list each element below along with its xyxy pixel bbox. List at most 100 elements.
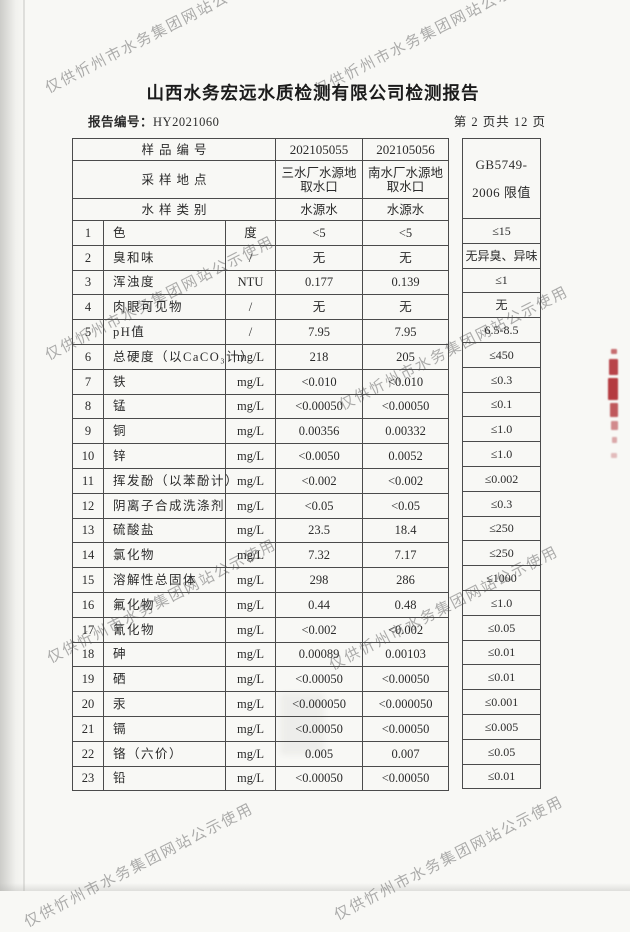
sample1-value-cell: 0.005 [275, 740, 364, 767]
sample1-value-cell: <0.0050 [275, 443, 364, 469]
sample1-value-cell: <0.000050 [275, 691, 364, 717]
sample1-value-cell: 7.95 [275, 319, 364, 345]
limit-row: ≤0.05 [462, 738, 541, 765]
row-number-cell: 16 [72, 591, 104, 618]
report-number-label: 报告编号： [88, 115, 154, 129]
unit-cell: mg/L [224, 443, 277, 469]
unit-cell: / [224, 244, 277, 271]
sample-number-row: 样品编号 202105055 202105056 [71, 138, 450, 161]
limit-row: ≤250 [462, 540, 541, 567]
sample-number-label: 样品编号 [71, 138, 277, 161]
row-number-cell: 10 [72, 443, 104, 469]
sample1-value-cell: 0.00089 [275, 641, 364, 668]
unit-cell: mg/L [224, 591, 277, 618]
limit-row: 6.5-8.5 [462, 317, 541, 343]
limit-row: ≤0.1 [462, 391, 541, 418]
sample2-location: 南水厂水源地取水口 [362, 160, 450, 199]
item-name-cell: 色 [103, 220, 226, 246]
sample2-type: 水源水 [362, 198, 450, 221]
item-name-cell: 锰 [103, 393, 226, 420]
page-indicator: 第 2 页共 12 页 [453, 115, 546, 129]
table-row: 5 pH值/7.95 7.95 [72, 319, 450, 345]
item-name-cell: 氯化物 [103, 542, 226, 569]
row-number-cell: 20 [72, 691, 104, 717]
limit-value-cell: 无异臭、异味 [462, 242, 541, 269]
sample1-value-cell: 23.5 [275, 517, 364, 544]
limit-row: ≤1 [462, 267, 541, 294]
item-name-cell: 肉眼可见物 [103, 294, 226, 321]
sample2-value-cell: <0.00050 [362, 765, 450, 792]
row-number-cell: 17 [72, 616, 104, 643]
unit-cell: mg/L [224, 641, 277, 668]
unit-cell: mg/L [224, 765, 277, 792]
item-name-cell: 浑浊度 [103, 269, 226, 296]
sample2-value-cell: 205 [362, 343, 450, 370]
item-name-cell: 铜 [103, 418, 226, 445]
scan-left-edge-line [23, 0, 25, 891]
item-name-cell: 铬（六价） [103, 740, 226, 767]
sample1-value-cell: <0.002 [275, 467, 364, 494]
results-table-body: 1 色度 <5 <5 2 臭和味 / 无无 3 浑浊度 NTU 0.177 0.139 4 肉眼可见物 / 无无… [72, 220, 450, 792]
table-row: 23 铅 mg/L <0.00050 <0.00050 [72, 765, 450, 792]
limit-value-cell: ≤15 [462, 218, 541, 244]
limit-row: ≤1.0 [462, 441, 541, 467]
limit-row: ≤0.005 [462, 713, 541, 740]
sample2-value-cell: 0.0052 [362, 443, 450, 469]
table-row: 7 铁 mg/L <0.010 <0.010 [72, 368, 450, 395]
row-number-cell: 7 [72, 368, 104, 395]
table-row: 13 硫酸盐 mg/L 23.5 18.4 [72, 517, 450, 544]
sample2-value-cell: 无 [362, 294, 450, 321]
sample1-number: 202105055 [275, 138, 364, 161]
limit-row: ≤0.01 [462, 664, 541, 691]
limit-value-cell: ≤0.01 [462, 639, 541, 666]
unit-cell: mg/L [224, 343, 277, 370]
row-number-cell: 15 [72, 567, 104, 593]
standard-limit-header: GB5749- 2006 限值 [462, 138, 541, 219]
sample-type-row: 水样类别 水源水 水源水 [71, 198, 450, 221]
sample1-value-cell: <0.00050 [275, 715, 364, 742]
unit-cell: mg/L [224, 393, 277, 420]
sample2-value-cell: <0.00050 [362, 393, 450, 420]
sample2-value-cell: <5 [362, 220, 450, 246]
limit-value-cell: ≤1.0 [462, 589, 541, 616]
table-row: 18 砷 mg/L 0.00089 0.00103 [72, 641, 450, 668]
row-number-cell: 3 [72, 269, 104, 296]
limit-row: ≤450 [462, 341, 541, 368]
sampling-location-row: 采样地点 三水厂水源地取水口 南水厂水源地取水口 [71, 160, 450, 199]
limit-value-cell: ≤0.01 [462, 664, 541, 691]
row-number-cell: 22 [72, 740, 104, 767]
unit-cell: mg/L [224, 567, 277, 593]
table-row: 22 铬（六价） mg/L 0.005 0.007 [72, 740, 450, 767]
row-number-cell: 13 [72, 517, 104, 544]
report-number-value: HY2021060 [153, 115, 220, 129]
table-row: 21 镉 mg/L <0.00050 <0.00050 [72, 715, 450, 742]
sample2-value-cell: <0.002 [362, 616, 450, 643]
table-row: 16 氟化物 mg/L 0.44 0.48 [72, 591, 450, 618]
sample2-value-cell: <0.000050 [362, 691, 450, 717]
sample2-value-cell: 0.007 [362, 740, 450, 767]
row-number-cell: 6 [72, 343, 104, 370]
item-name-cell: 铅 [103, 765, 226, 792]
limit-column-table: GB5749- 2006 限值 ≤15 无异臭、异味 ≤1 无 6.5-8.5 ≤450 ≤… [462, 138, 541, 790]
sample2-value-cell: <0.00050 [362, 715, 450, 742]
limit-value-cell: ≤1.0 [462, 441, 541, 467]
limit-row: ≤1000 [462, 565, 541, 591]
sample1-location: 三水厂水源地取水口 [275, 160, 364, 199]
sample1-value-cell: 218 [275, 343, 364, 370]
limit-row: ≤0.001 [462, 689, 541, 715]
table-row: 2 臭和味 / 无无 [72, 244, 450, 271]
table-row: 17 氰化物 mg/L <0.002 <0.002 [72, 616, 450, 643]
item-name-cell: 硒 [103, 666, 226, 693]
item-name-cell: 硫酸盐 [103, 517, 226, 544]
unit-cell: mg/L [224, 368, 277, 395]
sample1-type: 水源水 [275, 198, 364, 221]
sample1-value-cell: <0.002 [275, 616, 364, 643]
table-row: 10 锌 mg/L <0.0050 0.0052 [72, 443, 450, 469]
limit-value-cell: ≤0.3 [462, 490, 541, 517]
sample2-value-cell: 18.4 [362, 517, 450, 544]
standard-code: GB5749- [475, 156, 528, 172]
item-name-cell: 挥发酚（以苯酚计） [103, 467, 238, 494]
limit-row: ≤0.3 [462, 366, 541, 393]
row-number-cell: 23 [72, 765, 104, 792]
